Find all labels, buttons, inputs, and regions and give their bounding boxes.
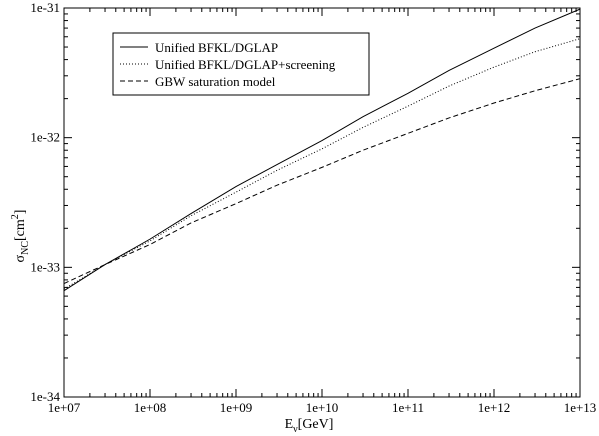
x-tick-label: 1e+08	[134, 400, 167, 415]
y-axis-subscript: NC	[20, 241, 31, 255]
y-axis-symbol: σ	[13, 254, 28, 262]
x-axis-subscript: ν	[293, 424, 298, 435]
legend: Unified BFKL/DGLAP Unified BFKL/DGLAP+sc…	[112, 32, 370, 96]
x-axis-title: Eν[GeV]	[285, 417, 334, 435]
x-axis-unit: [GeV]	[298, 417, 334, 432]
x-tick-label: 1e+12	[478, 400, 511, 415]
legend-label-unified: Unified BFKL/DGLAP	[155, 40, 278, 55]
y-tick-label: 1e-31	[30, 0, 60, 15]
svg-text:σNC[cm2]: σNC[cm2]	[10, 210, 31, 263]
x-tick-label: 1e+10	[306, 400, 339, 415]
x-axis-symbol: E	[285, 417, 294, 432]
y-axis-superscript: 2	[10, 214, 21, 219]
x-tick-label: 1e+09	[220, 400, 253, 415]
legend-label-screening: Unified BFKL/DGLAP+screening	[155, 57, 336, 72]
y-tick-label: 1e-33	[30, 259, 60, 274]
series-gbw-saturation-line	[63, 78, 581, 284]
series-unified-bfkl-dglap-line	[63, 8, 581, 292]
x-tick-label: 1e+11	[392, 400, 424, 415]
x-tick-label: 1e+13	[564, 400, 597, 415]
y-axis-unit-open: [cm	[13, 219, 28, 241]
y-axis-unit-close: ]	[13, 210, 28, 215]
y-tick-label: 1e-32	[30, 130, 60, 145]
x-tick-label: 1e+07	[48, 400, 81, 415]
y-axis-title: σNC[cm2]	[10, 210, 31, 263]
y-tick-label: 1e-34	[30, 389, 60, 404]
series-lines	[63, 8, 581, 292]
legend-label-gbw: GBW saturation model	[155, 74, 276, 89]
legend-box	[112, 32, 370, 96]
axis-ticks: 1e+07 1e+08 1e+09 1e+10 1e+11 1e+12 1e+13 1e-34…	[30, 0, 596, 415]
